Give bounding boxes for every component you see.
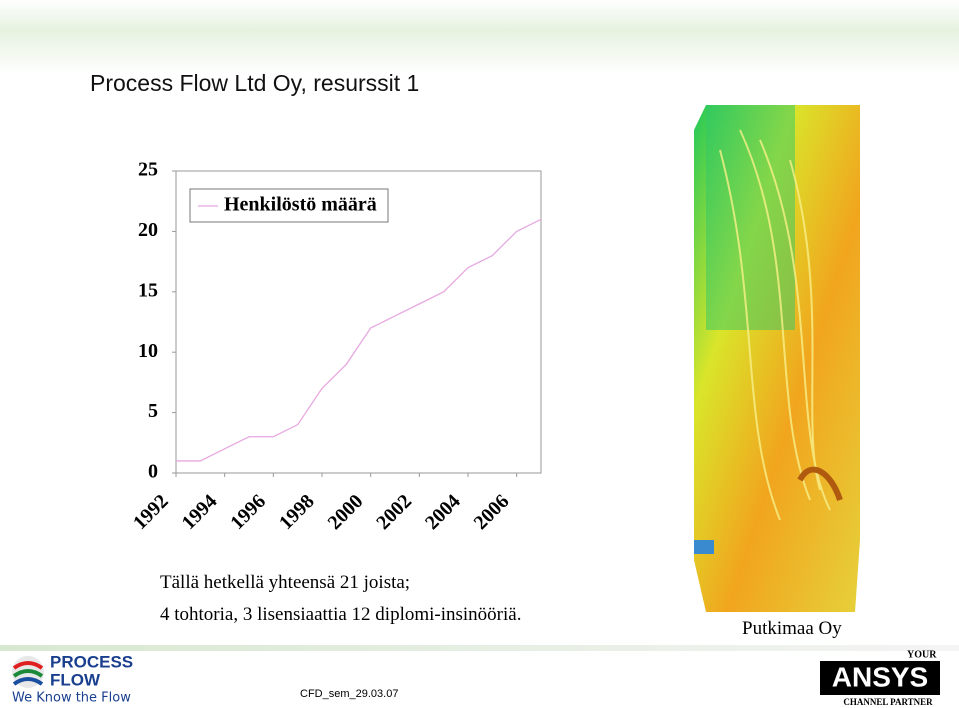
cfd-image bbox=[694, 105, 860, 612]
x-tick-label: 2006 bbox=[470, 490, 514, 534]
partner-name: ANSYS bbox=[832, 661, 928, 692]
x-tick-label: 2002 bbox=[372, 490, 416, 534]
x-tick-label: 1994 bbox=[178, 490, 222, 534]
header-band bbox=[0, 0, 959, 75]
x-tick-label: 1998 bbox=[275, 490, 319, 534]
x-tick-label: 1992 bbox=[129, 490, 173, 534]
logo-slogan: We Know the Flow bbox=[12, 691, 131, 706]
plot-frame bbox=[175, 170, 542, 474]
slide-title: Process Flow Ltd Oy, resurssit 1 bbox=[90, 70, 420, 96]
x-tick-label: 2000 bbox=[324, 490, 368, 534]
y-tick-label: 5 bbox=[148, 400, 158, 422]
x-tick-label: 2004 bbox=[421, 490, 465, 534]
y-tick-label: 0 bbox=[148, 461, 158, 483]
footer-text: CFD_sem_29.03.07 bbox=[300, 688, 399, 700]
logo-text: FLOW bbox=[50, 670, 101, 689]
footer-band bbox=[0, 645, 959, 651]
ansys-logo: YOUR ANSYS CHANNEL PARTNER bbox=[820, 649, 940, 707]
body-line: Tällä hetkellä yhteensä 21 joista; bbox=[160, 572, 411, 593]
y-tick-label: 15 bbox=[138, 279, 158, 301]
logo-text: PROCESS bbox=[50, 652, 133, 671]
legend-label: Henkilöstö määrä bbox=[224, 194, 377, 216]
x-tick-label: 1996 bbox=[226, 490, 270, 534]
partner-text: YOUR bbox=[907, 649, 937, 660]
y-tick-label: 20 bbox=[138, 219, 158, 241]
y-tick-label: 10 bbox=[138, 340, 158, 362]
partner-text: CHANNEL PARTNER bbox=[843, 697, 933, 707]
image-caption: Putkimaa Oy bbox=[742, 618, 842, 639]
legend-box bbox=[189, 188, 389, 223]
body-line: 4 tohtoria, 3 lisensiaattia 12 diplomi-i… bbox=[160, 604, 522, 625]
process-flow-logo: PROCESS FLOW We Know the Flow bbox=[12, 652, 133, 706]
y-tick-label: 25 bbox=[138, 159, 158, 181]
data-line bbox=[176, 218, 542, 462]
